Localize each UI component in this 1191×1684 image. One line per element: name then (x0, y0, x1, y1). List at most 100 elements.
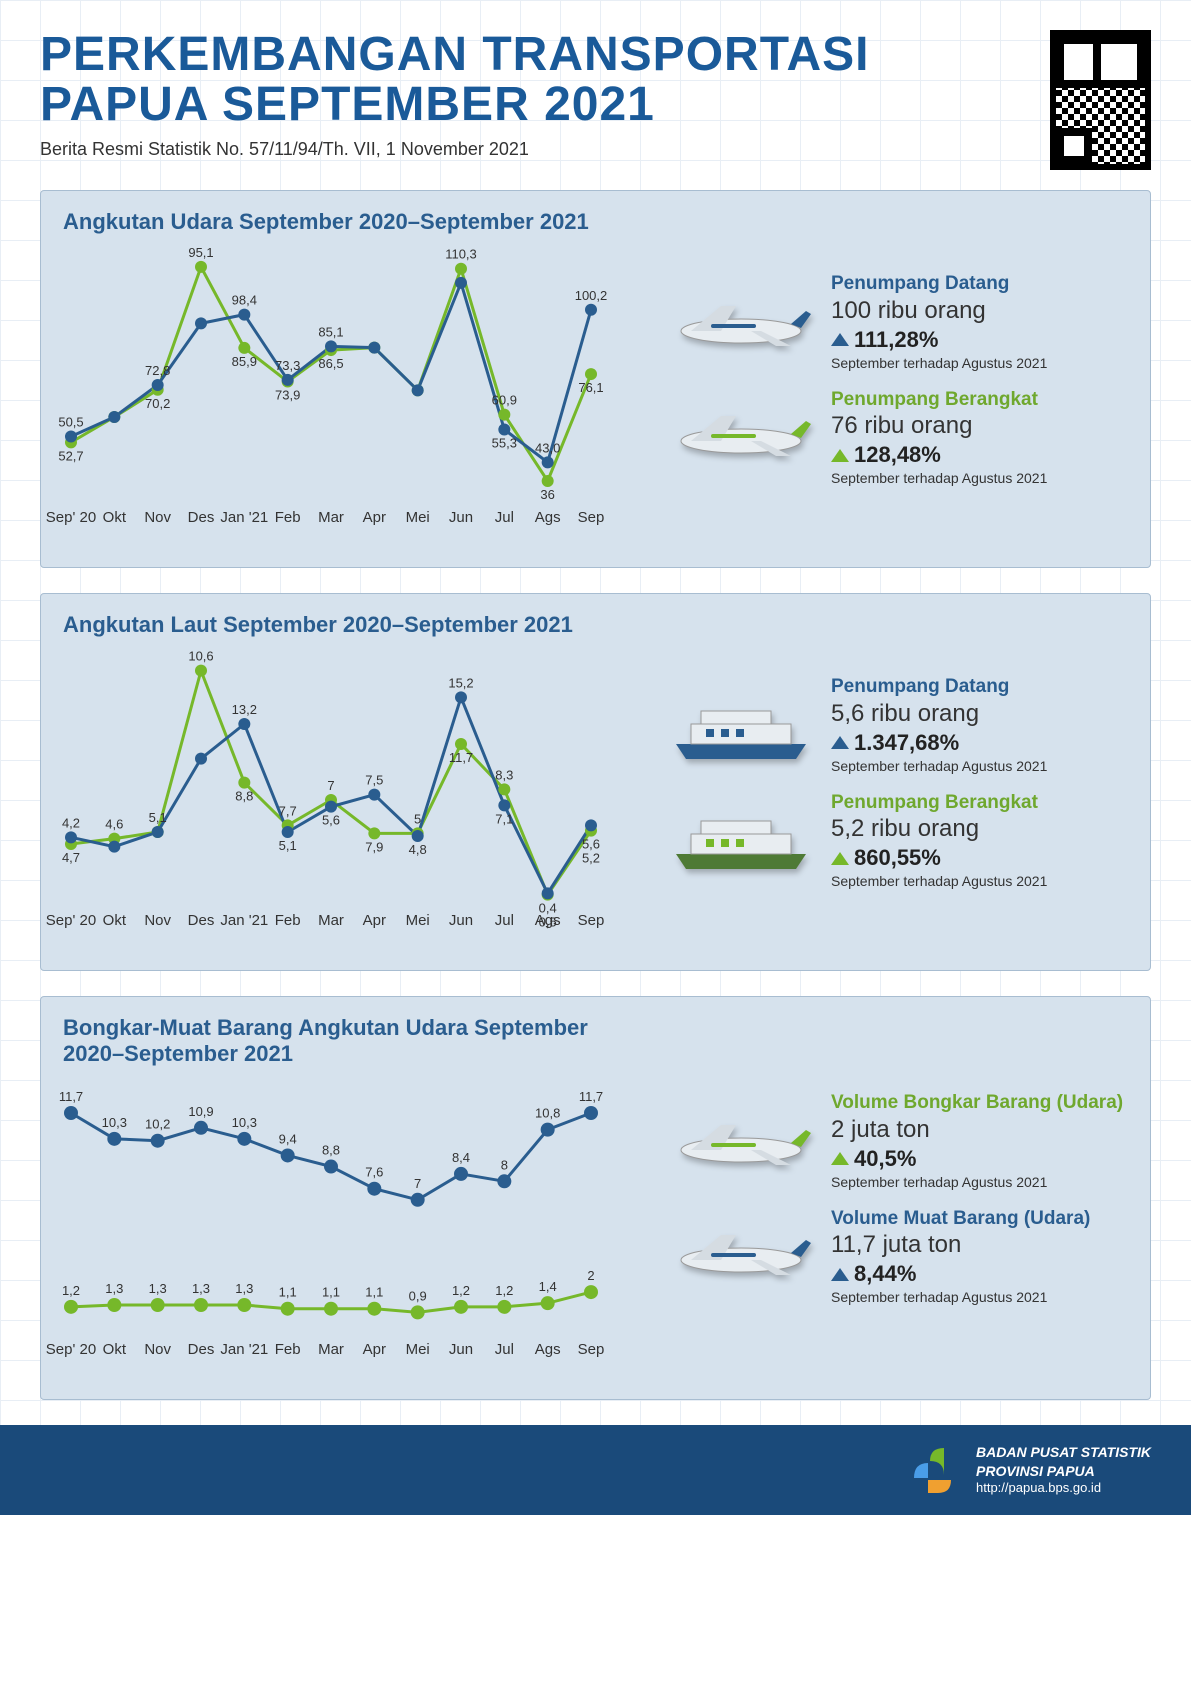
svg-text:1,3: 1,3 (192, 1281, 210, 1296)
side-cargo: Volume Bongkar Barang (Udara) 2 juta ton… (641, 1015, 1150, 1399)
svg-text:7,6: 7,6 (365, 1165, 383, 1180)
header: PERKEMBANGAN TRANSPORTASI PAPUA SEPTEMBE… (40, 30, 1151, 170)
stat-value: 76 ribu orang (831, 412, 1130, 440)
svg-text:4,7: 4,7 (62, 850, 80, 865)
svg-text:Feb: Feb (275, 912, 301, 929)
footer-url: http://papua.bps.go.id (976, 1480, 1151, 1497)
stat-value: 11,7 juta ton (831, 1231, 1130, 1259)
chart-title-sea: Angkutan Laut September 2020–September 2… (63, 612, 641, 638)
chart-title-air: Angkutan Udara September 2020–September … (63, 209, 641, 235)
stat-sea-departures: Penumpang Berangkat 5,2 ribu orang 860,5… (831, 793, 1130, 891)
svg-text:50,5: 50,5 (58, 414, 83, 429)
svg-text:55,3: 55,3 (492, 436, 517, 451)
svg-text:7,9: 7,9 (365, 839, 383, 854)
svg-text:11,7: 11,7 (59, 1089, 83, 1104)
svg-text:86,5: 86,5 (318, 356, 343, 371)
svg-text:Nov: Nov (144, 912, 171, 929)
svg-text:1,3: 1,3 (105, 1281, 123, 1296)
svg-text:5,6: 5,6 (582, 837, 600, 852)
svg-text:95,1: 95,1 (188, 247, 213, 260)
svg-text:Feb: Feb (275, 509, 301, 526)
stat-air-arrivals: Penumpang Datang 100 ribu orang 111,28% … (831, 274, 1130, 372)
chart-air: Angkutan Udara September 2020–September … (41, 209, 641, 567)
stat-note: September terhadap Agustus 2021 (831, 873, 1130, 890)
svg-text:13,2: 13,2 (232, 702, 257, 717)
svg-text:Sep' 20: Sep' 20 (46, 509, 96, 526)
svg-text:2: 2 (587, 1268, 594, 1283)
svg-text:Jul: Jul (495, 509, 514, 526)
svg-text:5,6: 5,6 (322, 813, 340, 828)
svg-text:1,1: 1,1 (322, 1285, 340, 1300)
svg-text:5: 5 (414, 811, 421, 826)
stat-note: September terhadap Agustus 2021 (831, 470, 1130, 487)
svg-text:110,3: 110,3 (445, 247, 477, 262)
svg-text:Ags: Ags (535, 1341, 561, 1358)
svg-text:Ags: Ags (535, 912, 561, 929)
up-arrow-icon (831, 1268, 849, 1281)
stat-cargo-load: Volume Muat Barang (Udara) 11,7 juta ton… (831, 1209, 1130, 1307)
up-arrow-icon (831, 449, 849, 462)
svg-text:1,2: 1,2 (495, 1283, 513, 1298)
stat-label: Penumpang Berangkat (831, 793, 1130, 814)
chart-sea: Angkutan Laut September 2020–September 2… (41, 612, 641, 970)
svg-text:Apr: Apr (363, 1341, 386, 1358)
svg-text:Mar: Mar (318, 912, 344, 929)
svg-text:8,8: 8,8 (322, 1143, 340, 1158)
svg-text:Apr: Apr (363, 912, 386, 929)
side-sea: Penumpang Datang 5,6 ribu orang 1.347,68… (641, 612, 1150, 970)
svg-text:1,3: 1,3 (149, 1281, 167, 1296)
stat-pct: 40,5% (831, 1146, 1130, 1172)
page-subtitle: Berita Resmi Statistik No. 57/11/94/Th. … (40, 139, 1050, 160)
illus-col-air (651, 286, 831, 476)
airplane-icon (661, 1105, 821, 1185)
svg-text:Mar: Mar (318, 1341, 344, 1358)
stat-label: Penumpang Berangkat (831, 390, 1130, 411)
up-arrow-icon (831, 852, 849, 865)
svg-text:Okt: Okt (103, 1341, 127, 1358)
svg-text:Jul: Jul (495, 1341, 514, 1358)
svg-text:Des: Des (188, 509, 215, 526)
panel-sea-transport: Angkutan Laut September 2020–September 2… (40, 593, 1151, 971)
svg-text:9,4: 9,4 (279, 1131, 297, 1146)
airplane-icon (661, 1215, 821, 1295)
chart-cargo: Bongkar-Muat Barang Angkutan Udara Septe… (41, 1015, 641, 1399)
airplane-icon (661, 286, 821, 366)
svg-text:8,8: 8,8 (235, 789, 253, 804)
page-root: PERKEMBANGAN TRANSPORTASI PAPUA SEPTEMBE… (0, 0, 1191, 1515)
svg-text:Ags: Ags (535, 509, 561, 526)
svg-text:Sep: Sep (578, 1341, 605, 1358)
svg-text:5,1: 5,1 (279, 838, 297, 853)
svg-text:36: 36 (540, 487, 554, 502)
svg-text:1,2: 1,2 (452, 1283, 470, 1298)
panel-air-transport: Angkutan Udara September 2020–September … (40, 190, 1151, 568)
svg-text:7: 7 (414, 1176, 421, 1191)
svg-text:1,2: 1,2 (62, 1283, 80, 1298)
chart-svg-cargo: 11,710,310,210,910,39,48,87,678,4810,811… (41, 1079, 641, 1389)
svg-text:1,1: 1,1 (279, 1285, 297, 1300)
svg-text:11,7: 11,7 (449, 750, 473, 765)
svg-text:Okt: Okt (103, 509, 127, 526)
svg-text:76,1: 76,1 (578, 380, 603, 395)
chart-title-cargo: Bongkar-Muat Barang Angkutan Udara Septe… (63, 1015, 641, 1067)
svg-text:Apr: Apr (363, 509, 386, 526)
stat-pct: 1.347,68% (831, 730, 1130, 756)
stat-value: 2 juta ton (831, 1116, 1130, 1144)
stat-value: 5,2 ribu orang (831, 815, 1130, 843)
side-air: Penumpang Datang 100 ribu orang 111,28% … (641, 209, 1150, 567)
svg-text:Okt: Okt (103, 912, 127, 929)
stat-label: Penumpang Datang (831, 677, 1130, 698)
svg-text:Mei: Mei (406, 1341, 430, 1358)
stat-label: Volume Bongkar Barang (Udara) (831, 1093, 1130, 1114)
chart-svg-sea: 4,24,65,117,210,613,27,777,5515,28,34,78… (41, 650, 641, 960)
svg-text:Nov: Nov (144, 509, 171, 526)
svg-text:1,4: 1,4 (539, 1279, 557, 1294)
stat-note: September terhadap Agustus 2021 (831, 1289, 1130, 1306)
svg-text:7: 7 (327, 778, 334, 793)
chart-svg-air: 50,572,8116,395,198,473,385,1115,6110,36… (41, 247, 641, 557)
illus-col-cargo (651, 1105, 831, 1295)
up-arrow-icon (831, 736, 849, 749)
footer: BADAN PUSAT STATISTIK PROVINSI PAPUA htt… (0, 1425, 1191, 1515)
airplane-icon (661, 396, 821, 476)
stat-label: Volume Muat Barang (Udara) (831, 1209, 1130, 1230)
stat-note: September terhadap Agustus 2021 (831, 758, 1130, 775)
